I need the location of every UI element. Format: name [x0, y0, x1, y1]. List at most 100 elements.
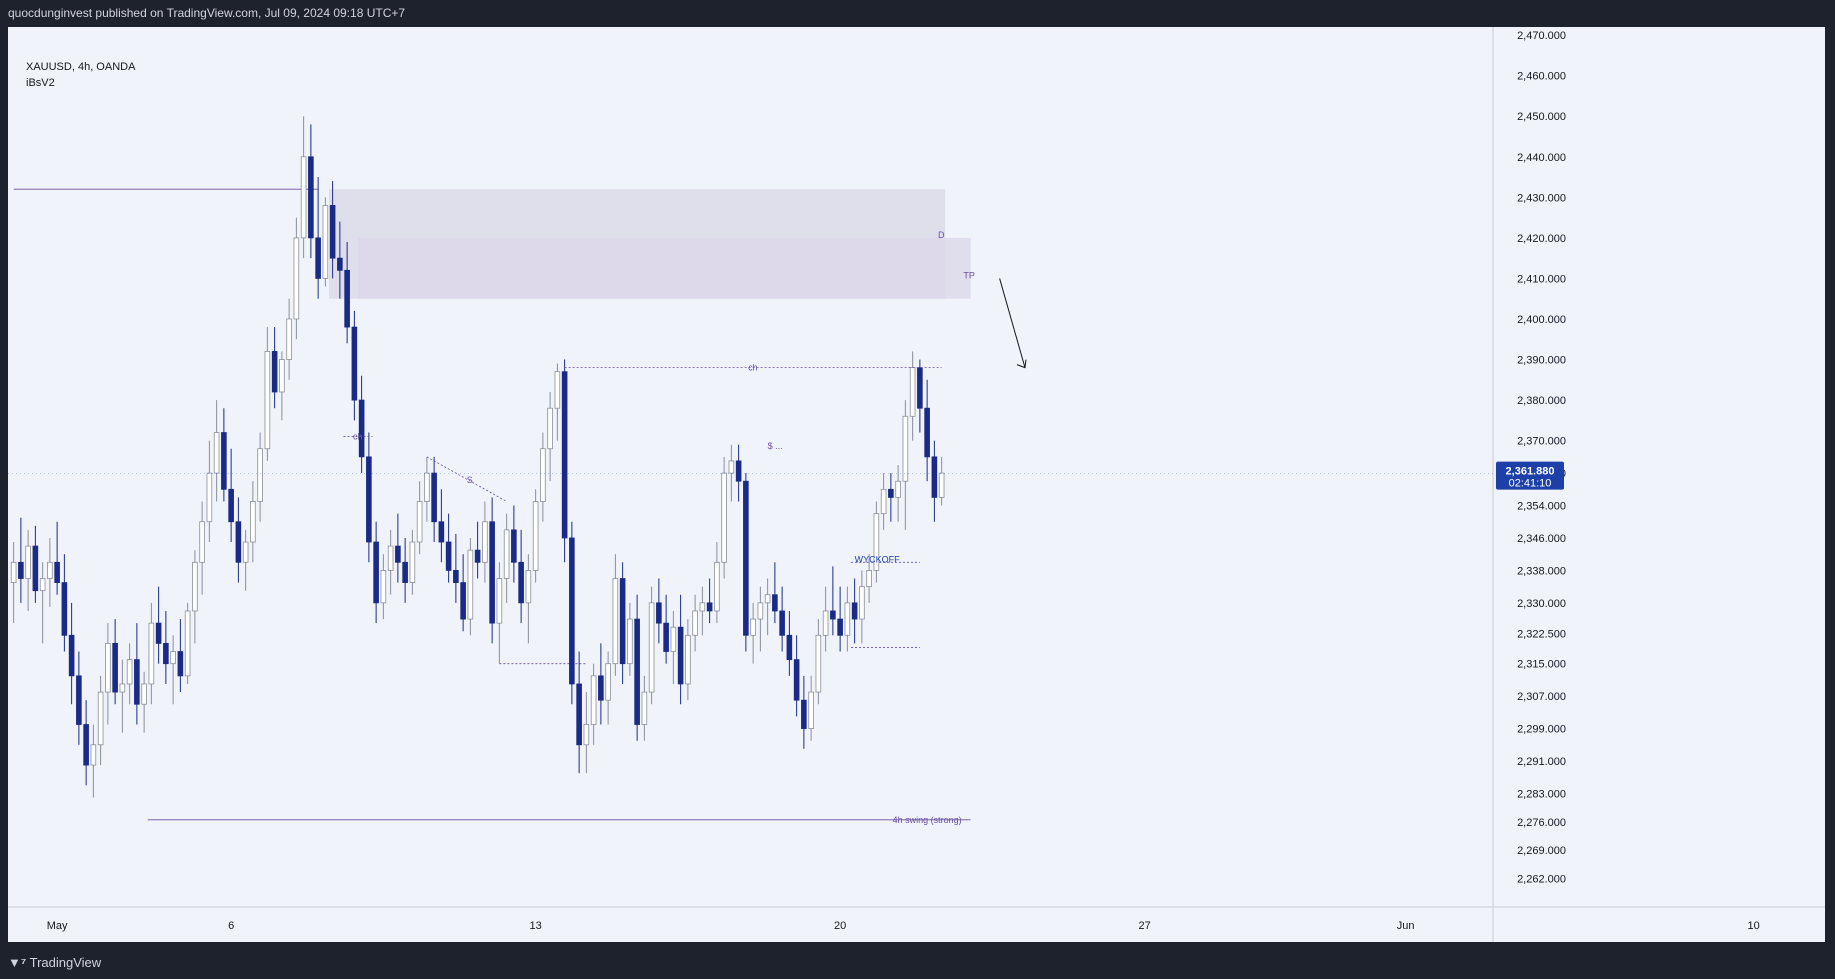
price-tick-label: 2,400.000	[1517, 314, 1566, 326]
candle-body	[830, 610, 836, 620]
candle	[293, 217, 300, 340]
candle	[525, 554, 532, 644]
candle-body	[18, 561, 24, 579]
candle	[206, 440, 213, 543]
candle-body	[518, 561, 524, 604]
footer-bar: ▼⁷ TradingView	[0, 950, 1835, 979]
candle-body	[279, 359, 285, 393]
candle	[786, 610, 793, 676]
current-price-label: 2,361.880	[1506, 466, 1555, 478]
price-tick-label: 2,440.000	[1517, 152, 1566, 164]
candle-body	[924, 407, 930, 458]
countdown-label: 02:41:10	[1509, 478, 1552, 490]
forecast-arrow-head	[1016, 359, 1027, 369]
candle	[453, 533, 459, 603]
price-tick-label: 2,390.000	[1517, 355, 1566, 367]
candle-body	[880, 488, 887, 515]
candle-body	[793, 659, 800, 701]
candle	[808, 675, 814, 741]
candle-body	[242, 541, 249, 563]
candle	[714, 542, 720, 624]
candle-body	[235, 521, 242, 563]
candle	[170, 635, 176, 705]
candle	[844, 586, 851, 652]
candle	[699, 586, 706, 636]
candle	[112, 619, 118, 705]
candle	[119, 659, 126, 733]
candle	[561, 359, 568, 563]
chart-frame[interactable]: ch ch S $ ... WYCKOFF TP D 4h swing (strong) 2,4…	[8, 27, 1825, 942]
candle-body	[453, 570, 459, 583]
candle	[199, 501, 205, 595]
candle	[10, 542, 17, 624]
candle	[90, 724, 97, 798]
candle-body	[184, 610, 191, 677]
time-tick-label: 27	[1139, 920, 1151, 932]
price-tick-label: 2,346.000	[1517, 533, 1566, 545]
candle-body	[735, 460, 742, 482]
candle-body	[134, 659, 140, 705]
candle-body	[547, 407, 553, 450]
candle-body	[105, 643, 111, 693]
candle	[474, 521, 481, 579]
candle	[764, 578, 771, 636]
candle	[895, 464, 901, 522]
candle	[583, 692, 590, 774]
candle	[670, 610, 677, 684]
candle	[148, 602, 155, 705]
candle-body	[76, 675, 82, 725]
candle-body	[482, 521, 488, 563]
candle	[105, 623, 111, 725]
sweep-line	[426, 456, 507, 502]
candle	[837, 586, 843, 652]
candle	[83, 700, 89, 786]
candle	[445, 513, 452, 583]
candle	[924, 379, 930, 482]
candle	[888, 473, 894, 522]
candle-body	[163, 643, 169, 665]
candle-body	[779, 610, 785, 636]
time-tick-label: 6	[228, 920, 234, 932]
candle-body	[714, 561, 720, 612]
candle	[576, 651, 582, 774]
candle-body	[496, 578, 503, 624]
candle	[366, 432, 372, 563]
candle	[373, 521, 379, 624]
price-tick-label: 2,269.000	[1517, 845, 1566, 857]
candle-body	[329, 205, 336, 259]
price-tick-label: 2,370.000	[1517, 436, 1566, 448]
candle	[735, 444, 742, 502]
candle-body	[627, 618, 633, 665]
annotation-label: $ ...	[768, 441, 783, 451]
candle-body	[619, 578, 626, 665]
candle-body	[656, 602, 662, 624]
candle	[141, 671, 147, 733]
time-tick-label: 20	[834, 920, 846, 932]
candle	[286, 298, 292, 380]
candle-body	[677, 626, 684, 685]
candle	[177, 619, 184, 693]
candle	[547, 391, 553, 482]
chart-legend: XAUUSD, 4h, OANDA iBsV2	[26, 59, 135, 91]
candle	[344, 241, 350, 344]
annotation-label: ch	[353, 432, 363, 442]
candle	[329, 181, 336, 279]
price-tick-label: 2,291.000	[1517, 756, 1566, 768]
candle-body	[743, 480, 749, 636]
annotation-label: TP	[963, 270, 975, 280]
candle	[859, 570, 865, 644]
symbol-line: XAUUSD, 4h, OANDA	[26, 61, 136, 73]
candle	[692, 594, 698, 652]
candle-body	[706, 602, 713, 612]
candle-body	[322, 205, 329, 279]
candle	[184, 602, 191, 684]
candle-body	[228, 488, 234, 523]
candle-body	[192, 561, 198, 612]
price-tick-label: 2,283.000	[1517, 788, 1566, 800]
candle	[917, 359, 923, 433]
candle	[192, 550, 198, 644]
candle	[221, 408, 227, 502]
candle-body	[866, 570, 872, 588]
time-tick-label: May	[47, 920, 68, 932]
candlestick-chart[interactable]: ch ch S $ ... WYCKOFF TP D 4h swing (strong) 2,4…	[8, 27, 1825, 942]
